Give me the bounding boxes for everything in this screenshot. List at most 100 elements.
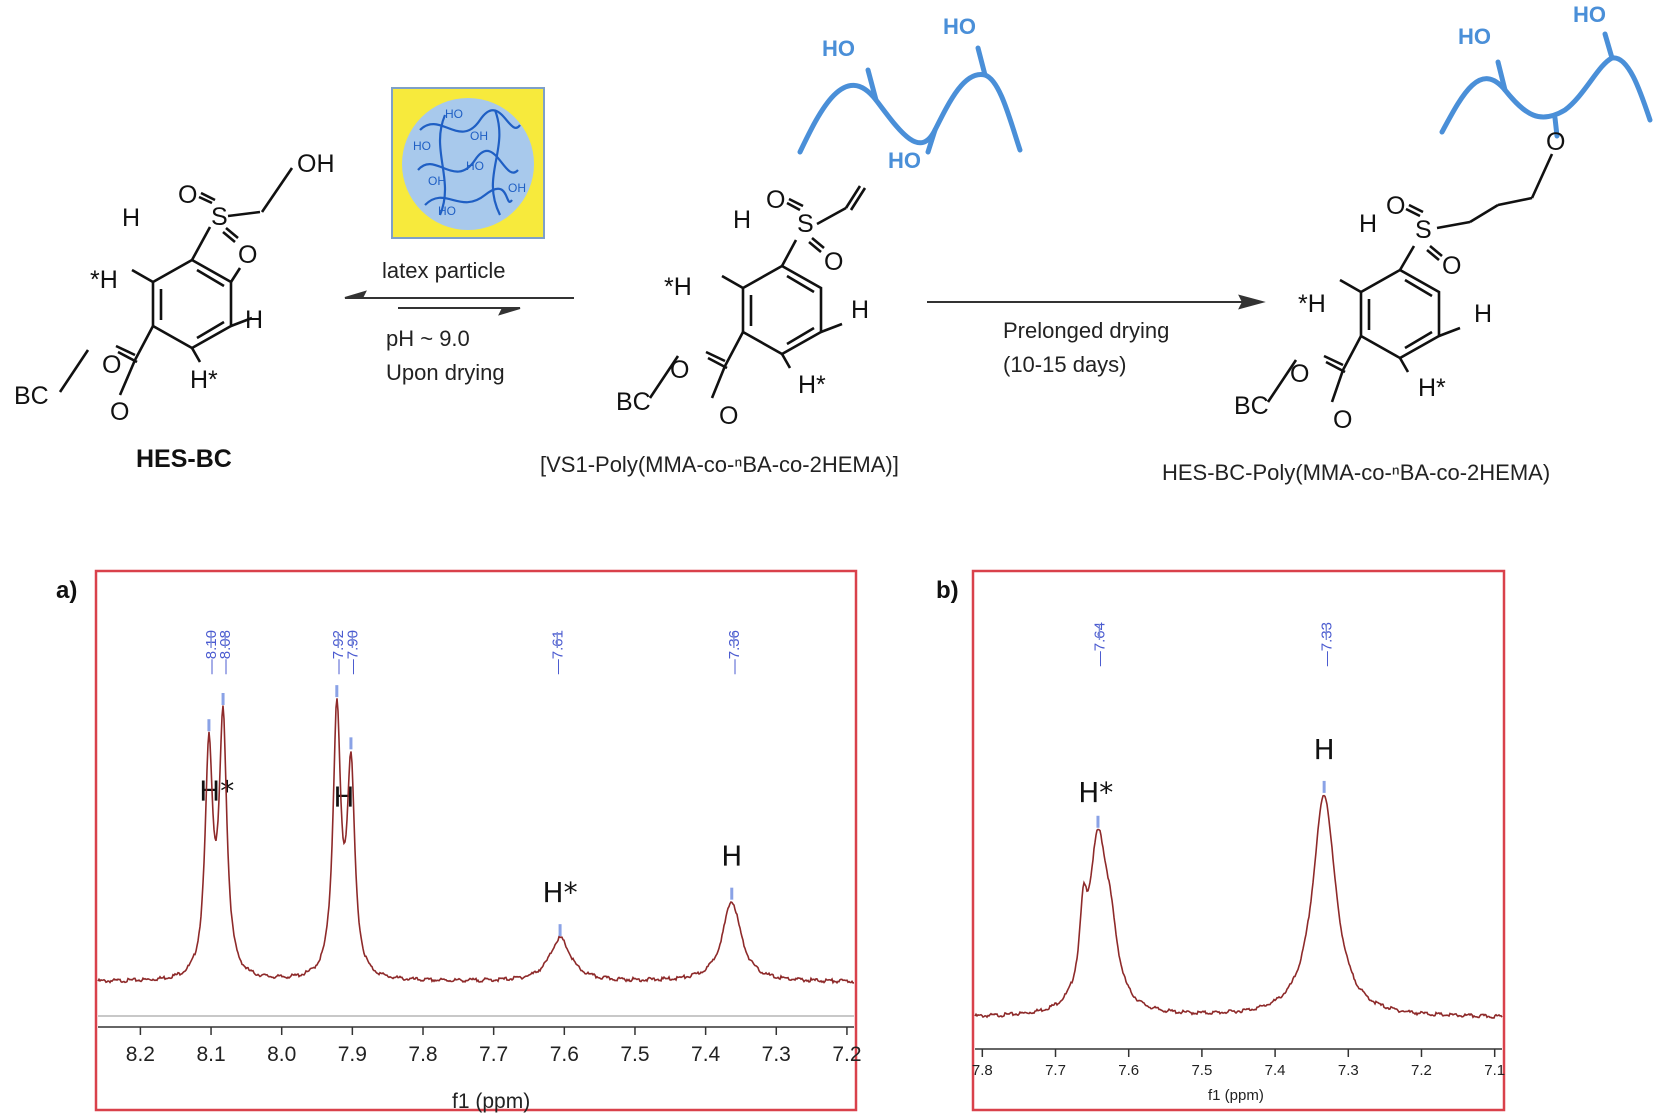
equilibrium-arrows [344, 290, 574, 316]
compound-vs1 [648, 185, 867, 399]
vs1-bc: BC [616, 388, 651, 416]
compound-vs1-labels: O S O H *H H H* O O BC [VS1-Poly(MMA-co-… [540, 186, 899, 477]
spectrum-line [974, 794, 1503, 1019]
x-tick-label: 7.5 [620, 1043, 649, 1066]
peak-assignment: H [721, 840, 742, 873]
right-o-sulfonyl: O [1386, 192, 1405, 220]
latex-ho-4: HO [438, 204, 456, 218]
latex-particle-icon [402, 98, 534, 230]
panel-b-frame [971, 569, 1506, 1112]
hes-bc-h-right: H [245, 306, 263, 334]
right-h-right: H [1474, 300, 1492, 328]
peak-assignment: H* [199, 775, 234, 808]
right-linker [1497, 153, 1554, 207]
x-tick-label: 7.3 [762, 1043, 791, 1066]
x-tick-label: 7.9 [338, 1043, 367, 1066]
peak-label: —8.10 [203, 630, 220, 674]
peak-assignment: H* [543, 876, 578, 909]
x-tick-label: 7.8 [408, 1043, 437, 1066]
x-tick-label: 7.7 [479, 1043, 508, 1066]
x-tick-label: 7.7 [1045, 1062, 1066, 1079]
right-ho-1: HO [1458, 24, 1491, 49]
hes-bc-name: HES-BC [136, 445, 232, 473]
right-name: HES-BC-Poly(MMA-co-ⁿBA-co-2HEMA) [1162, 460, 1550, 485]
condition-prolonged: Prelonged drying [1003, 318, 1169, 343]
vs1-o-carbonyl: O [719, 402, 738, 430]
peak-assignment: H [333, 780, 354, 813]
hes-bc-h-star-left: *H [90, 266, 118, 294]
vs1-polymer-chain [797, 45, 1023, 155]
vs1-s: S [797, 210, 814, 238]
vs1-name: [VS1-Poly(MMA-co-ⁿBA-co-2HEMA)] [540, 452, 899, 477]
right-polymer-chain [1439, 31, 1653, 139]
forward-arrow [927, 294, 1266, 310]
peak-assignment: H* [1078, 776, 1113, 809]
compound-hes-bc [58, 167, 294, 396]
peak-label: —7.36 [726, 630, 743, 674]
vs1-polymer-hydroxyls: HO HO HO [822, 14, 976, 173]
latex-ho-1: HO [445, 107, 463, 121]
vs1-ho-1: HO [822, 36, 855, 61]
vs1-o-ester: O [670, 356, 689, 384]
condition-days: (10-15 days) [1003, 352, 1127, 377]
vs1-h-right: H [851, 296, 869, 324]
latex-ho-2: HO [413, 139, 431, 153]
vs1-ho-3: HO [888, 148, 921, 173]
benzene-ring-left [151, 258, 233, 350]
right-o-ether: O [1546, 128, 1565, 156]
x-tick-label: 7.8 [972, 1062, 993, 1079]
x-tick-label: 8.1 [196, 1043, 225, 1066]
hes-bc-bc: BC [14, 382, 49, 410]
condition-ph: pH ~ 9.0 [386, 326, 470, 351]
latex-particle-box: HO OH HO OH HO OH HO [391, 87, 545, 239]
x-tick-label: 7.6 [550, 1043, 579, 1066]
hes-bc-s: S [211, 203, 228, 231]
hes-bc-o-carbonyl: O [110, 398, 129, 426]
peak-label: —7.90 [344, 630, 361, 674]
latex-oh-2: OH [428, 174, 446, 188]
x-tick-label: 7.2 [1411, 1062, 1432, 1079]
vs1-h-top: H [733, 206, 751, 234]
compound-hes-bc-poly-labels: O O S O H *H H H* O O BC HES-BC-Poly(MMA… [1162, 128, 1565, 485]
x-tick-label: 7.1 [1484, 1062, 1505, 1079]
panel-a-letter: a) [56, 577, 77, 604]
vs1-o-sulfonyl-2: O [824, 248, 843, 276]
vs1-h-star-bottom: H* [798, 371, 826, 399]
latex-oh-1: OH [470, 129, 488, 143]
hes-bc-o-sulfonyl: O [178, 181, 197, 209]
compound-hes-bc-poly [1266, 203, 1499, 403]
x-tick-label: 7.4 [1265, 1062, 1286, 1079]
panel-b-letter: b) [936, 577, 959, 604]
panel-a-x-label: f1 (ppm) [452, 1090, 530, 1113]
right-polymer-hydroxyls: HO HO [1458, 2, 1606, 49]
vs1-ho-2: HO [943, 14, 976, 39]
right-h-star-left: *H [1298, 290, 1326, 318]
x-tick-label: 7.3 [1338, 1062, 1359, 1079]
peak-label: —7.61 [549, 630, 566, 674]
right-o-carbonyl: O [1333, 406, 1352, 434]
compound-hes-bc-labels: OH O S O H *H H H* O O BC HES-BC [14, 150, 335, 473]
vs1-o-sulfonyl: O [766, 186, 785, 214]
latex-particle-label: latex particle [382, 258, 506, 283]
right-h-star-bottom: H* [1418, 374, 1446, 402]
x-tick-label: 7.2 [832, 1043, 861, 1066]
condition-drying: Upon drying [386, 360, 505, 385]
right-bc: BC [1234, 392, 1269, 420]
nmr-spectrum-b: —7.64 —7.33 H*H 7.8 7.7 7.6 7.5 7.4 7.3 7.2 7.1 … [971, 569, 1506, 1112]
hes-bc-o-ester: O [102, 351, 121, 379]
right-o-sulfonyl-2: O [1442, 252, 1461, 280]
hes-bc-o-sulfonyl-2: O [238, 241, 257, 269]
right-o-ester: O [1290, 360, 1309, 388]
peak-assignment: H [1314, 733, 1335, 766]
x-tick-label: 7.4 [691, 1043, 721, 1066]
x-tick-label: 8.2 [126, 1043, 155, 1066]
x-tick-label: 7.5 [1191, 1062, 1212, 1079]
right-s: S [1415, 216, 1432, 244]
peak-label: —8.08 [217, 630, 234, 674]
nmr-spectrum-a: —8.10—8.08 —7.92—7.90 —7.61 —7.36 H* H H* H 8.… [94, 569, 862, 1113]
hes-bc-h-star-bottom: H* [190, 366, 218, 394]
hes-bc-h-top: H [122, 204, 140, 232]
right-ho-2: HO [1573, 2, 1606, 27]
peak-label: —7.33 [1318, 622, 1335, 666]
